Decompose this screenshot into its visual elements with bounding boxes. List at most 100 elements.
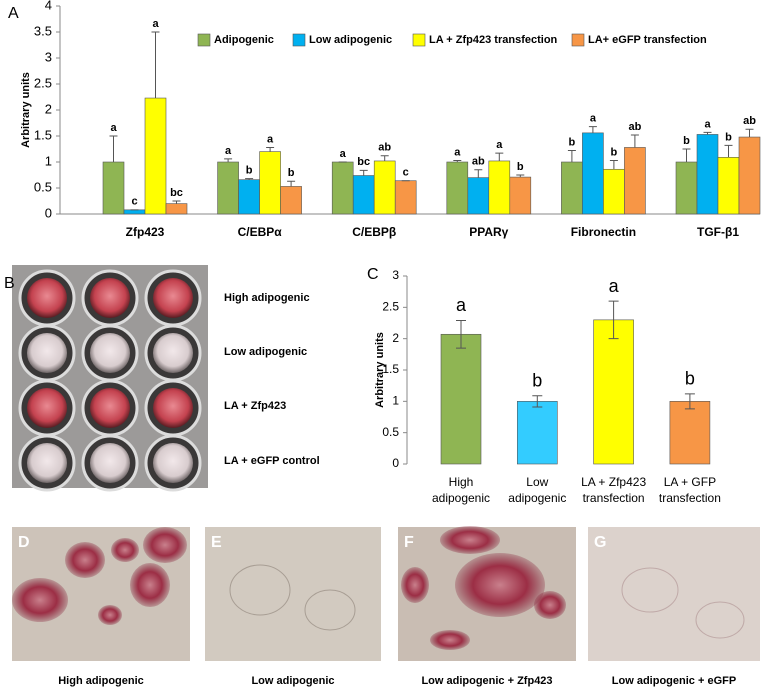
x-tick-label: High — [449, 475, 474, 489]
error-bar — [495, 152, 504, 161]
significance-letter: a — [590, 113, 597, 125]
y-tick-label: 0.5 — [34, 179, 52, 194]
y-tick-label: 1 — [45, 153, 52, 168]
legend-label: Adipogenic — [214, 34, 274, 46]
bar — [509, 176, 532, 215]
panel-letter: A — [8, 5, 19, 22]
y-tick-label: 2.5 — [382, 300, 399, 314]
well — [90, 278, 130, 318]
x-tick-label: Fibronectin — [571, 225, 636, 239]
bar — [603, 168, 625, 215]
error-bar — [456, 319, 466, 349]
well — [153, 388, 193, 428]
significance-letter: bc — [170, 187, 183, 199]
significance-letter: a — [704, 118, 711, 130]
well — [90, 388, 130, 428]
well — [27, 333, 67, 373]
significance-letter: a — [152, 18, 159, 30]
significance-letter: b — [532, 370, 542, 390]
error-bar — [532, 395, 543, 408]
well — [153, 278, 193, 318]
significance-letter: b — [288, 167, 295, 179]
well — [27, 278, 67, 318]
significance-letter: b — [246, 165, 253, 177]
x-tick-label: C/EBPβ — [352, 225, 396, 239]
panel-letter: C — [367, 266, 379, 283]
x-tick-label: LA + Zfp423 — [581, 475, 646, 489]
micrograph-caption: Low adipogenic — [251, 675, 334, 687]
significance-letter: ab — [628, 121, 641, 133]
bar — [352, 175, 375, 215]
legend-label: Low adipogenic — [309, 34, 392, 46]
y-tick-label: 3 — [45, 49, 52, 64]
x-tick-label: Low — [526, 475, 548, 489]
well — [153, 443, 193, 483]
micrograph — [398, 526, 576, 661]
error-bar — [745, 128, 754, 138]
bar — [394, 180, 417, 215]
error-bar — [474, 169, 483, 178]
well — [90, 333, 130, 373]
bar — [696, 134, 719, 215]
bar — [331, 161, 354, 215]
significance-letter: b — [569, 136, 576, 148]
error-bar — [703, 131, 712, 135]
well — [27, 388, 67, 428]
bar — [123, 209, 146, 215]
error-bar — [151, 31, 160, 99]
bar — [675, 161, 698, 215]
plate-row-label: High adipogenic — [224, 292, 310, 304]
error-bar — [588, 126, 597, 133]
significance-letter: a — [340, 148, 347, 160]
y-tick-label: 1.5 — [34, 127, 52, 142]
significance-letter: a — [110, 122, 117, 134]
micrograph-caption: Low adipogenic + Zfp423 — [421, 675, 552, 687]
x-tick-label: TGF-β1 — [697, 225, 739, 239]
panel-letter: G — [594, 534, 606, 551]
error-bar — [380, 155, 389, 161]
bar — [102, 161, 125, 215]
error-bar — [453, 159, 462, 162]
bar — [738, 136, 761, 215]
y-axis-label: Arbitrary units — [374, 332, 386, 408]
y-tick-label: 1 — [392, 394, 399, 408]
error-bar — [630, 134, 639, 148]
bar — [144, 97, 167, 215]
y-tick-label: 3 — [392, 268, 399, 282]
error-bar — [224, 158, 233, 162]
bar — [582, 132, 604, 215]
legend-swatch — [571, 33, 585, 47]
significance-letter: a — [454, 146, 461, 158]
x-tick-label: LA + GFP — [664, 475, 716, 489]
error-bar — [359, 169, 368, 176]
panel-letter: D — [18, 534, 30, 551]
legend-label: LA + Zfp423 transfection — [429, 34, 558, 46]
x-tick-label: Zfp423 — [126, 225, 165, 239]
error-bar — [608, 300, 619, 340]
error-bar — [724, 144, 733, 158]
y-tick-label: 2.5 — [34, 75, 52, 90]
error-bar — [245, 178, 254, 180]
bar — [467, 177, 490, 215]
bar — [516, 401, 558, 465]
bar — [624, 147, 646, 215]
plate-row-label: LA + Zfp423 — [224, 400, 286, 412]
legend-swatch — [412, 33, 426, 47]
plate-row-label: LA + eGFP control — [224, 455, 320, 467]
significance-letter: b — [725, 131, 732, 143]
micrograph — [205, 527, 381, 661]
bar — [440, 333, 482, 465]
y-tick-label: 3.5 — [34, 23, 52, 38]
significance-letter: a — [609, 276, 620, 296]
significance-letter: a — [496, 139, 503, 151]
panel-letter: F — [404, 534, 414, 551]
bar — [373, 160, 396, 215]
y-axis-label: Arbitrary units — [20, 72, 32, 148]
bar — [593, 319, 634, 465]
micrograph — [12, 527, 190, 661]
error-bar — [609, 159, 618, 170]
significance-letter: a — [456, 295, 467, 315]
bar — [217, 161, 239, 215]
error-bar — [172, 200, 181, 204]
